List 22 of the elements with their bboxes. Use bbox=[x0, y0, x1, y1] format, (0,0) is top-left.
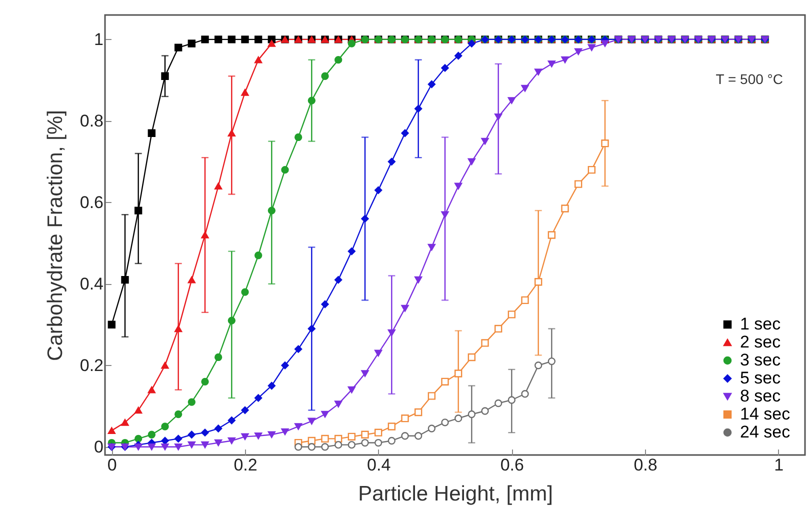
legend-label: 24 sec bbox=[740, 422, 791, 442]
legend-label: 8 sec bbox=[740, 386, 782, 406]
x-tick-label: 0.4 bbox=[367, 456, 391, 474]
y-tick-label: 0.8 bbox=[80, 111, 104, 130]
x-axis-title: Particle Height, [mm] bbox=[358, 482, 553, 506]
y-tick-label: 0.2 bbox=[80, 356, 104, 375]
legend-label: 1 sec bbox=[740, 314, 782, 334]
legend-label: 5 sec bbox=[740, 368, 782, 388]
y-tick-label: 0.4 bbox=[80, 274, 104, 294]
legend-label: 2 sec bbox=[740, 332, 782, 352]
x-tick-label: 0.6 bbox=[500, 456, 524, 474]
x-tick-label: 0.2 bbox=[234, 456, 258, 474]
legend-label: 14 sec bbox=[740, 404, 791, 424]
x-tick-label: 1 bbox=[774, 456, 784, 474]
annotation: T = 500 °C bbox=[716, 71, 783, 87]
y-tick-label: 1 bbox=[94, 30, 104, 49]
y-axis-title: Carbohydrate Fraction, [%] bbox=[44, 110, 67, 361]
x-tick-label: 0.8 bbox=[634, 456, 658, 474]
y-tick-label: 0 bbox=[94, 437, 104, 456]
y-tick-label: 0.6 bbox=[80, 192, 104, 212]
x-tick-label: 0 bbox=[107, 456, 117, 474]
legend-label: 3 sec bbox=[740, 350, 782, 370]
